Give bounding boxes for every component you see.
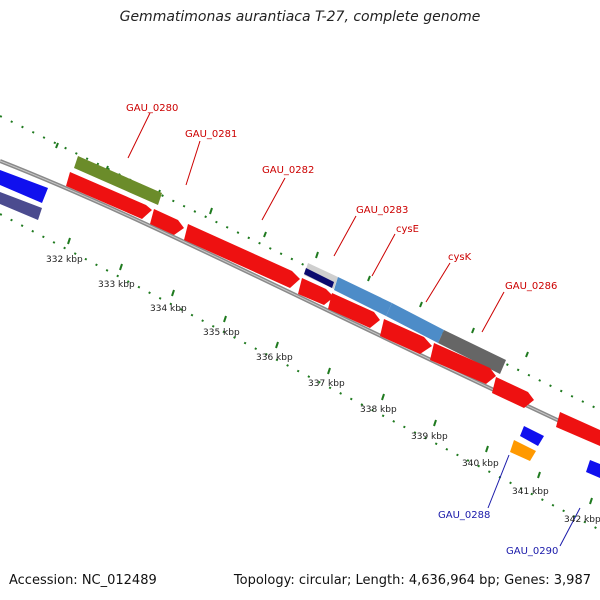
cds-cyse (328, 293, 380, 328)
leader-gau-0288 (487, 454, 510, 509)
outer-tick-ring (0, 115, 600, 411)
tick-label: 341 kbp (512, 487, 549, 497)
tick-label: 339 kbp (411, 432, 448, 442)
tick-label: 336 kbp (256, 353, 293, 363)
tick-label: 334 kbp (150, 304, 187, 314)
genome-info-text: Topology: circular; Length: 4,636,964 bp… (233, 573, 591, 588)
gene-labels: GAU_0280 GAU_0281 GAU_0282 GAU_0283 cysE… (126, 103, 557, 292)
feature-steelblue-2 (386, 303, 444, 343)
cds-gau-0280 (66, 172, 152, 219)
tick-label: 342 kbp (564, 515, 600, 525)
cds-track (66, 172, 600, 446)
gene-label-blue: GAU_0290 (506, 546, 558, 557)
leader-gau-0290 (559, 507, 581, 547)
feature-purple-left (0, 192, 42, 220)
feature-orange (510, 440, 536, 461)
cds-next (492, 377, 534, 408)
feature-blue-gau-0288 (520, 426, 544, 446)
tick-label: 338 kbp (360, 405, 397, 415)
map-title: Gemmatimonas aurantiaca T-27, complete g… (119, 9, 481, 25)
outer-dot-line (0, 115, 600, 411)
tick-label: 332 kbp (46, 255, 83, 265)
feature-gray (438, 330, 506, 374)
tick-label: 340 kbp (462, 459, 499, 469)
gene-label-blue: GAU_0288 (438, 510, 490, 521)
cds-gau-0282 (184, 224, 300, 288)
feature-blue-left (0, 170, 48, 203)
gene-label: GAU_0280 (126, 103, 178, 114)
cds-gau-0281 (150, 209, 184, 235)
cds-gau-0283 (298, 278, 334, 305)
gene-label: GAU_0283 (356, 205, 408, 216)
feature-track-lower (510, 426, 600, 478)
gene-label: GAU_0281 (185, 129, 237, 140)
tick-label: 337 kbp (308, 379, 345, 389)
inner-tick-ring (0, 213, 600, 531)
cds-cysk (380, 319, 432, 354)
gene-label: GAU_0286 (505, 281, 557, 292)
cds-right (556, 412, 600, 446)
gene-label: cysK (448, 252, 472, 263)
feature-track-upper (0, 156, 506, 374)
gene-label: cysE (396, 224, 419, 235)
cds-gau-0286 (430, 343, 496, 384)
accession-text: Accession: NC_012489 (9, 573, 157, 588)
feature-steelblue-1 (334, 277, 392, 316)
gene-label: GAU_0282 (262, 165, 314, 176)
feature-blue-gau-0290 (586, 460, 600, 478)
inner-major-ticks (67, 237, 593, 505)
tick-labels: 332 kbp 333 kbp 334 kbp 335 kbp 336 kbp … (46, 255, 600, 525)
label-leaders (127, 112, 505, 333)
feature-olive (74, 156, 162, 205)
tick-label: 335 kbp (203, 328, 240, 338)
feature-navy (304, 268, 334, 288)
tick-label: 333 kbp (98, 280, 135, 290)
